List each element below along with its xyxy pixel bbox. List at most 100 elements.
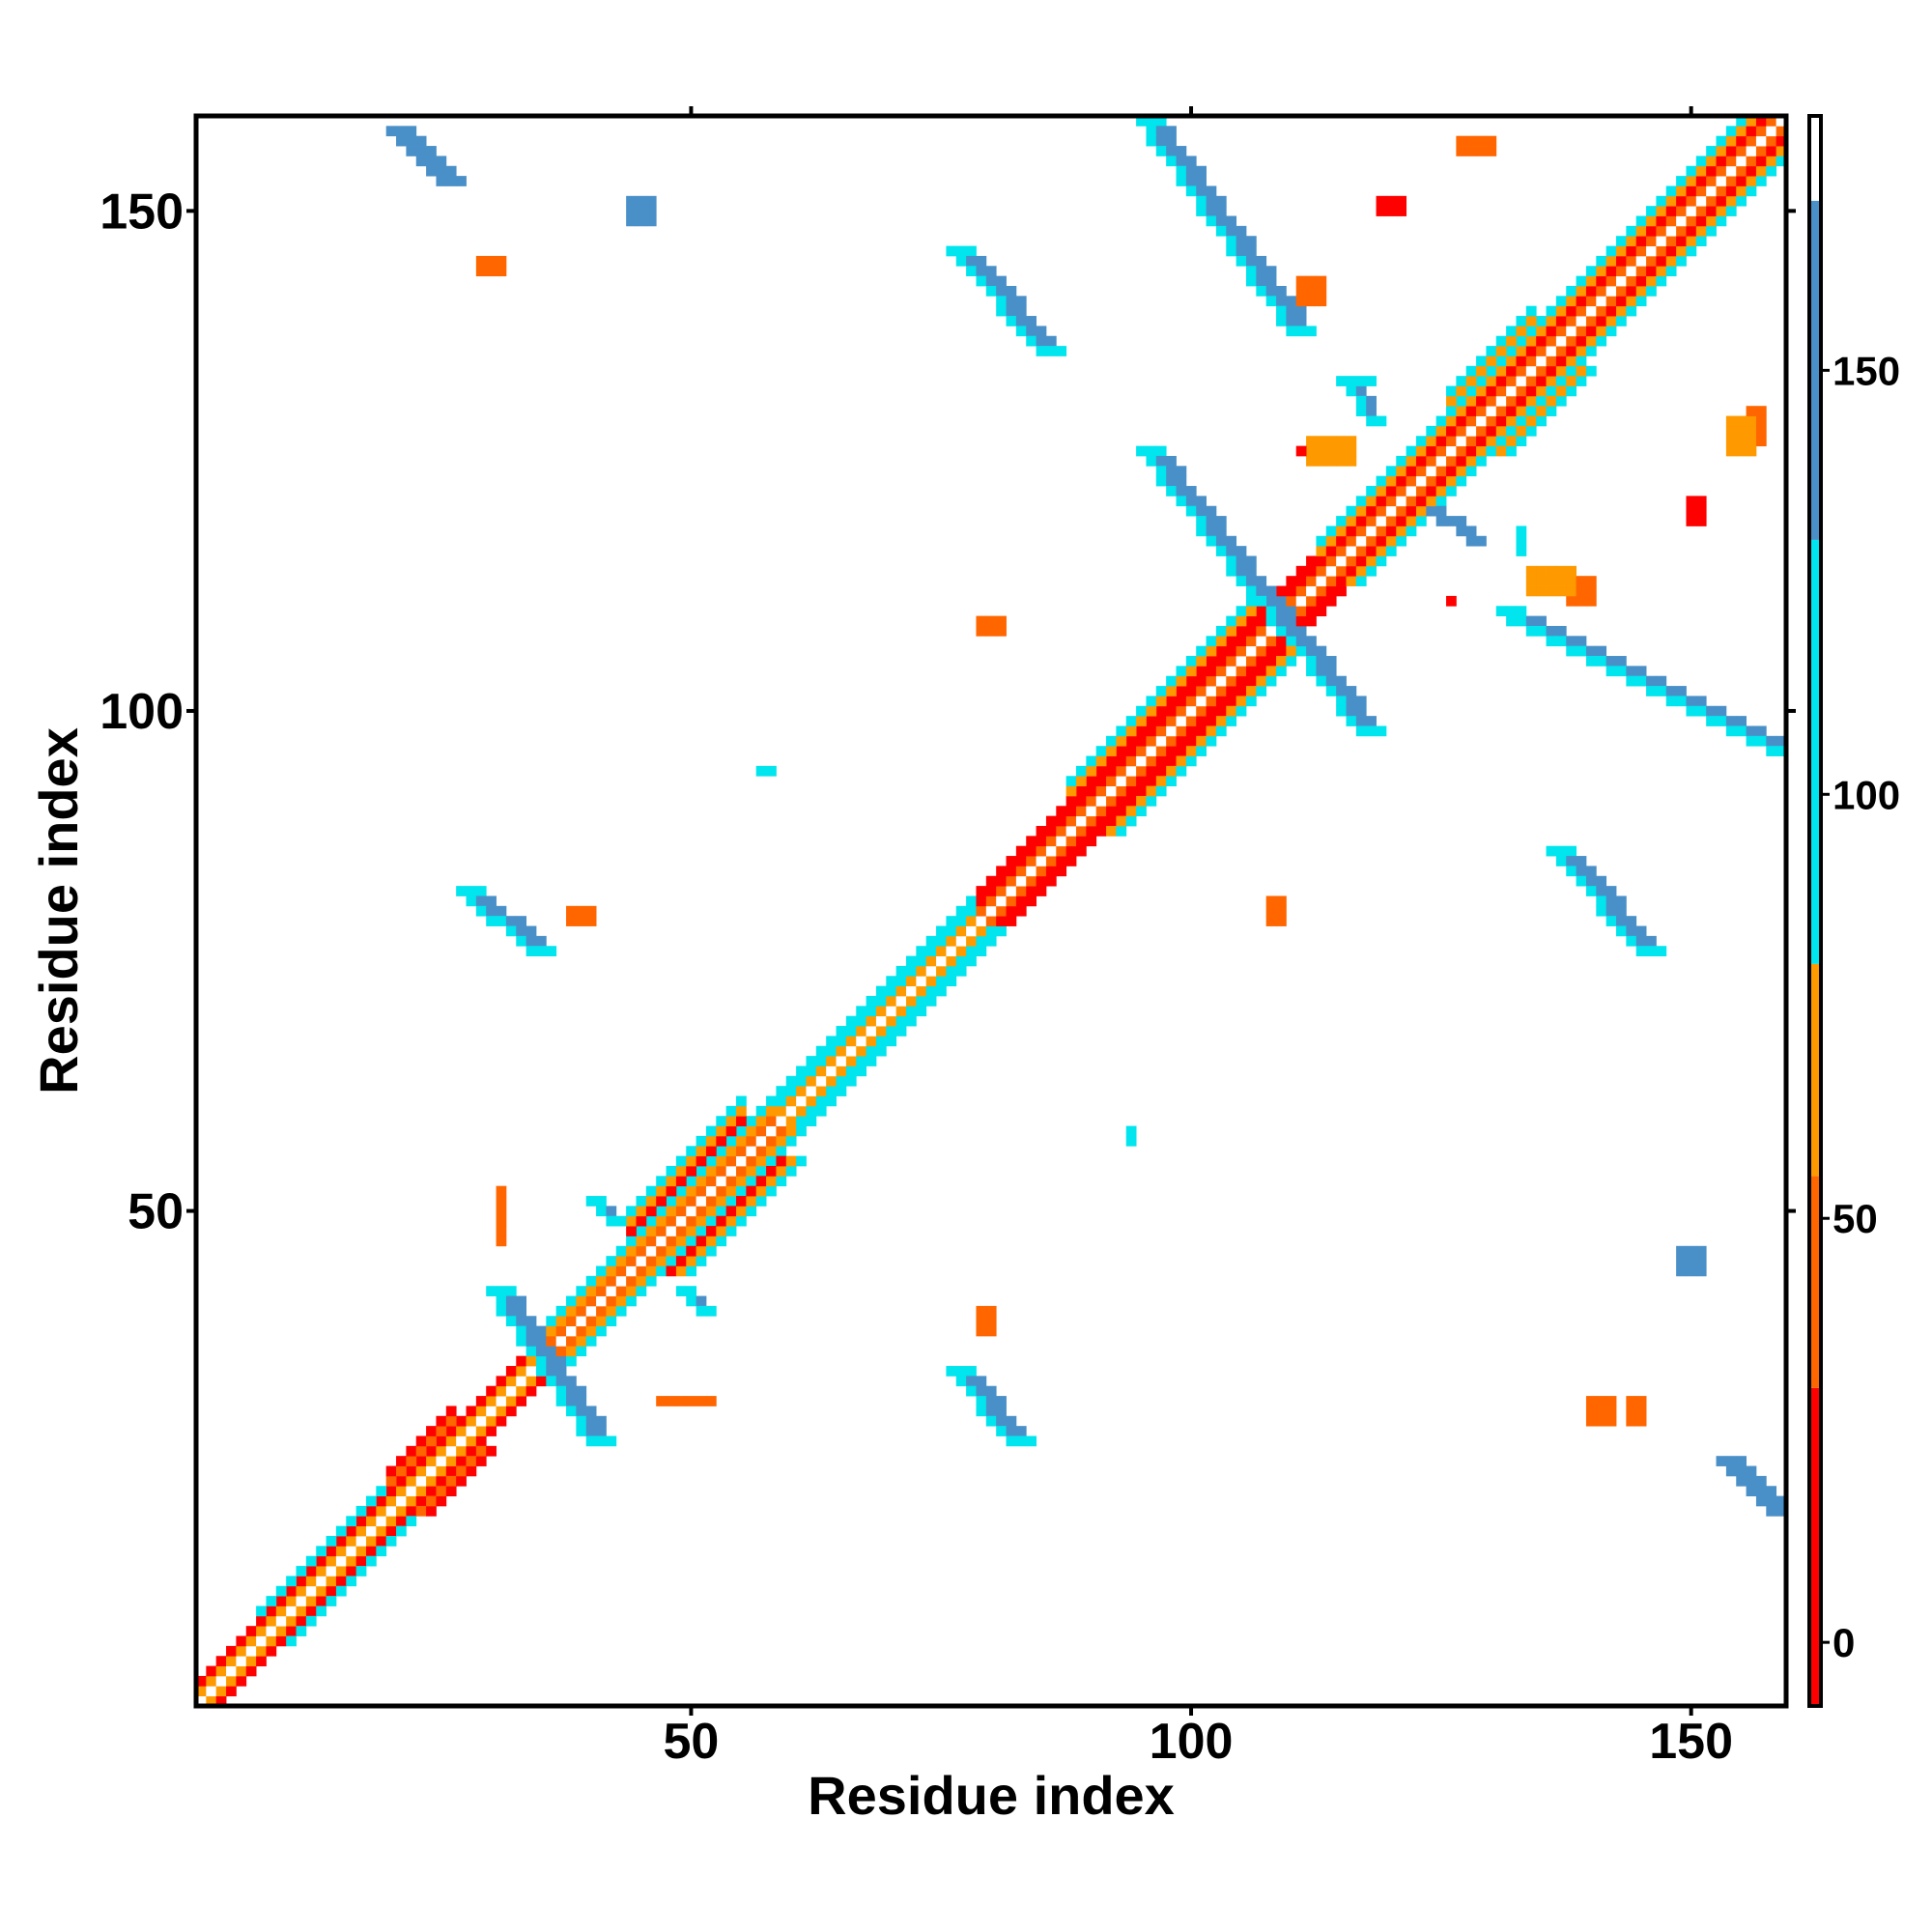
heatmap-cell: [406, 1465, 417, 1477]
heatmap-cell: [1366, 496, 1377, 507]
heatmap-cell: [385, 1475, 397, 1487]
heatmap-cell: [1755, 156, 1767, 167]
heatmap-cell: [245, 1635, 257, 1647]
heatmap-cell: [1256, 625, 1267, 637]
heatmap-cell: [806, 1075, 817, 1087]
heatmap-cell: [305, 1596, 317, 1606]
heatmap-cell: [1596, 656, 1607, 667]
heatmap-cell: [1525, 565, 1537, 577]
heatmap-cell: [1536, 316, 1547, 327]
heatmap-cell: [486, 895, 497, 907]
heatmap-cell: [1036, 836, 1047, 847]
heatmap-cell: [305, 1555, 317, 1567]
heatmap-cell: [526, 1335, 537, 1347]
heatmap-cell: [596, 1265, 607, 1277]
heatmap-cell: [1646, 275, 1657, 287]
heatmap-cell: [796, 1095, 807, 1107]
heatmap-cell: [355, 1536, 367, 1547]
heatmap-cell: [376, 1495, 387, 1507]
heatmap-cell: [1136, 705, 1147, 717]
heatmap-cell: [385, 1516, 397, 1527]
heatmap-cell: [1506, 355, 1517, 367]
heatmap-cell: [936, 965, 947, 977]
heatmap-cell: [1495, 395, 1507, 407]
heatmap-cell: [505, 916, 517, 926]
heatmap-cell: [305, 1605, 317, 1617]
heatmap-cell: [946, 925, 957, 937]
heatmap-cell: [1755, 135, 1767, 147]
heatmap-cell: [1226, 215, 1237, 227]
heatmap-cell: [1546, 335, 1557, 347]
heatmap-cell: [1516, 335, 1527, 347]
heatmap-cell: [1465, 436, 1477, 447]
heatmap-cell: [1136, 716, 1147, 726]
heatmap-cell: [1206, 195, 1217, 207]
heatmap-cell: [746, 1185, 757, 1197]
heatmap-cell: [1346, 696, 1357, 707]
heatmap-cell: [966, 895, 977, 907]
heatmap-cell: [1316, 546, 1327, 556]
heatmap-cell: [1766, 1505, 1777, 1517]
heatmap-cell: [1546, 625, 1557, 637]
heatmap-cell: [296, 1615, 307, 1627]
heatmap-cell: [1006, 305, 1017, 317]
heatmap-cell: [1706, 195, 1717, 207]
heatmap-cell: [1385, 486, 1397, 497]
heatmap-cell: [1376, 505, 1387, 517]
heatmap-cell: [1476, 135, 1487, 147]
heatmap-cell: [1185, 505, 1197, 517]
heatmap-cell: [836, 1086, 847, 1096]
heatmap-cell: [1245, 576, 1257, 586]
heatmap-cell: [1166, 146, 1177, 156]
heatmap-cell: [1596, 1415, 1607, 1427]
heatmap-cell: [1026, 845, 1037, 857]
heatmap-cell: [1566, 316, 1577, 327]
heatmap-cell: [1665, 245, 1677, 257]
heatmap-cell: [585, 905, 597, 917]
heatmap-cell: [1226, 615, 1237, 627]
heatmap-cell: [1136, 755, 1147, 767]
heatmap-cell: [326, 1596, 337, 1606]
heatmap-cell: [1746, 126, 1757, 137]
heatmap-cell: [875, 1026, 887, 1037]
heatmap-cell: [996, 275, 1007, 287]
heatmap-cell: [1495, 365, 1507, 377]
heatmap-cell: [596, 1196, 607, 1207]
heatmap-cell: [1746, 415, 1757, 427]
heatmap-cell: [686, 1236, 697, 1247]
heatmap-cell: [1476, 445, 1487, 457]
heatmap-cell: [725, 1105, 737, 1117]
heatmap-cell: [1086, 826, 1097, 837]
heatmap-cell: [1295, 445, 1307, 457]
heatmap-cell: [1525, 395, 1537, 407]
heatmap-cell: [1626, 275, 1637, 287]
heatmap-cell: [475, 266, 487, 277]
heatmap-cell: [666, 1215, 677, 1227]
heatmap-cell: [1665, 215, 1677, 227]
heatmap-cell: [985, 1396, 997, 1406]
heatmap-cell: [1415, 516, 1427, 526]
heatmap-cell: [1555, 856, 1567, 867]
heatmap-cell: [1566, 385, 1577, 397]
heatmap-cell: [1215, 215, 1227, 227]
heatmap-cell: [1686, 505, 1697, 517]
heatmap-cell: [675, 1265, 687, 1277]
heatmap-cell: [1495, 385, 1507, 397]
heatmap-cell: [1146, 746, 1157, 756]
heatmap-cell: [1456, 455, 1467, 467]
heatmap-cell: [1746, 185, 1757, 197]
heatmap-cell: [555, 1316, 567, 1327]
heatmap-cell: [1206, 705, 1217, 717]
heatmap-cell: [946, 916, 957, 926]
heatmap-cell: [1185, 746, 1197, 756]
heatmap-cell: [1766, 165, 1777, 177]
heatmap-cell: [1746, 116, 1757, 127]
heatmap-cell: [555, 1325, 567, 1337]
heatmap-cell: [1385, 526, 1397, 537]
heatmap-cell: [1626, 1406, 1637, 1417]
heatmap-cell: [1646, 946, 1657, 956]
heatmap-cell: [365, 1555, 377, 1567]
heatmap-cell: [1706, 225, 1717, 237]
heatmap-cell: [1566, 576, 1577, 586]
heatmap-cell: [1226, 565, 1237, 577]
